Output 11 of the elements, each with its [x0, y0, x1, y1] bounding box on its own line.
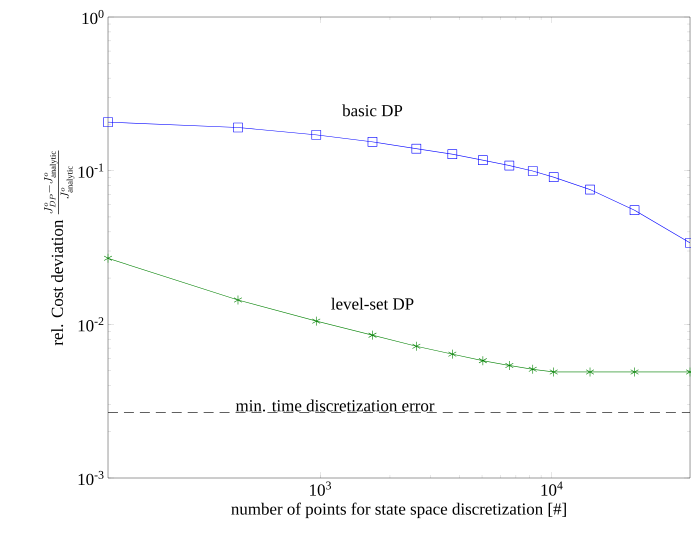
- x-tick-label: 10$^{3}$: [310, 482, 331, 496]
- series-label: level-set DP: [331, 298, 414, 310]
- y-tick-label: 10$^{-1}$: [78, 164, 104, 178]
- ref-line-label: min. time discretization error: [236, 400, 434, 412]
- x-tick-label: 10$^{4}$: [542, 482, 563, 496]
- x-axis-title: number of points for state space discretization [#]: [231, 502, 566, 518]
- y-tick-label: 10$^{0}$: [82, 10, 104, 24]
- y-axis-title: $\text{rel. Cost deviation}\ \frac{J^o_{DP}-J^o_{\text{analytic}}}{J^o_{\text{analytic}}}$: [44, 150, 74, 346]
- series-label: basic DP: [342, 104, 402, 116]
- y-tick-label: 10$^{-2}$: [78, 317, 104, 332]
- y-tick-label: 10$^{-3}$: [78, 470, 104, 486]
